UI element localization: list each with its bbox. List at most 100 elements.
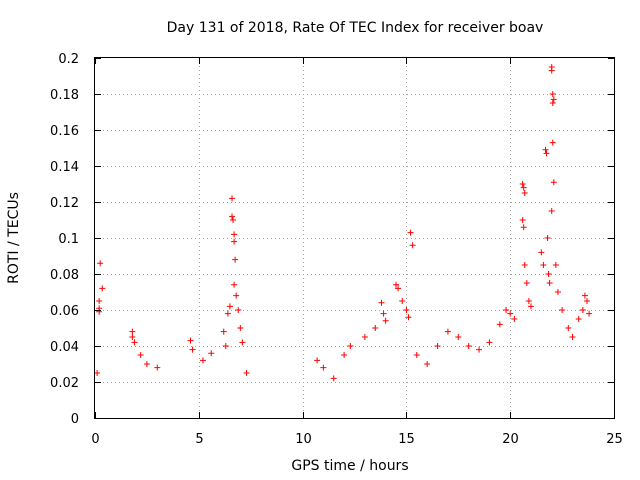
data-point [235, 307, 242, 313]
y-tick-label: 0.02 [50, 376, 79, 391]
data-point [559, 307, 566, 313]
x-tick-label: 25 [606, 432, 623, 447]
data-point [129, 334, 136, 340]
y-tick-label: 0 [71, 412, 79, 427]
data-point [554, 289, 561, 295]
data-point [519, 181, 526, 187]
data-point [527, 303, 534, 310]
data-point [131, 339, 138, 346]
data-point [586, 310, 593, 317]
data-point [552, 262, 559, 268]
data-point [542, 146, 549, 153]
data-point [543, 150, 550, 157]
data-point [99, 285, 106, 292]
data-point [243, 370, 250, 376]
data-point [320, 364, 327, 371]
data-point [237, 325, 244, 331]
data-point [584, 298, 591, 304]
data-point [507, 310, 514, 317]
data-point [496, 321, 503, 328]
data-point [455, 334, 462, 340]
data-point [96, 308, 103, 315]
data-point [409, 242, 416, 249]
data-point [465, 343, 472, 349]
x-tick-label: 15 [398, 432, 415, 447]
data-point [129, 328, 136, 335]
data-point [380, 310, 387, 317]
data-point [550, 96, 557, 103]
data-point [143, 361, 150, 367]
data-point [382, 317, 389, 324]
data-point [229, 195, 236, 202]
data-point [372, 325, 379, 331]
data-point [521, 190, 528, 196]
data-point [521, 262, 528, 268]
x-tick-label: 20 [502, 432, 519, 447]
data-point [403, 307, 410, 313]
data-point [486, 339, 493, 346]
data-point [520, 184, 527, 191]
y-tick-label: 0.18 [50, 88, 79, 103]
data-point [399, 298, 406, 304]
data-point [424, 361, 431, 367]
data-point [581, 292, 588, 299]
data-point [538, 249, 545, 256]
data-point [222, 343, 229, 349]
x-tick-label: 5 [195, 432, 203, 447]
data-point [231, 281, 238, 288]
plot-frame [94, 57, 615, 419]
data-point [546, 280, 553, 286]
data-point [549, 100, 556, 106]
data-point [549, 91, 556, 97]
data-point [232, 256, 239, 263]
x-tick-label: 10 [295, 432, 312, 447]
data-point [476, 346, 483, 353]
data-point [137, 352, 144, 358]
y-tick-label: 0.12 [50, 196, 79, 211]
y-tick-label: 0.06 [50, 304, 79, 319]
y-tick-label: 0.1 [58, 232, 79, 247]
data-point [94, 370, 101, 376]
y-tick-label: 0.04 [50, 340, 79, 355]
data-point [525, 298, 532, 304]
data-point [208, 350, 215, 357]
data-point [189, 346, 196, 353]
data-point [233, 292, 240, 299]
data-point [548, 67, 555, 74]
x-axis-label: GPS time / hours [291, 458, 408, 474]
data-point [550, 179, 557, 186]
data-point [224, 310, 231, 317]
data-point [579, 307, 586, 313]
data-point [548, 208, 555, 214]
data-point [520, 224, 527, 231]
data-point [413, 352, 420, 358]
data-point [540, 262, 547, 268]
data-point [395, 285, 402, 292]
data-point [544, 235, 551, 241]
data-point [330, 375, 337, 382]
data-point [230, 217, 237, 223]
chart-title: Day 131 of 2018, Rate Of TEC Index for r… [167, 20, 544, 36]
data-point [545, 271, 552, 277]
data-point [393, 281, 400, 288]
data-point [378, 299, 385, 306]
data-point [575, 316, 582, 322]
data-point [407, 229, 414, 236]
data-point [97, 260, 104, 267]
data-point [565, 325, 572, 331]
data-points [94, 64, 593, 382]
data-point [154, 364, 161, 371]
data-point [220, 328, 227, 335]
y-tick-label: 0.16 [50, 124, 79, 139]
data-point [229, 213, 236, 220]
data-point [231, 231, 238, 238]
data-point [314, 357, 321, 364]
data-point [503, 307, 510, 313]
data-point [444, 328, 451, 335]
data-point [226, 303, 233, 310]
data-point [523, 280, 530, 286]
data-point [187, 337, 194, 344]
y-axis-label: ROTI / TECUs [6, 192, 22, 284]
data-point [519, 217, 526, 223]
